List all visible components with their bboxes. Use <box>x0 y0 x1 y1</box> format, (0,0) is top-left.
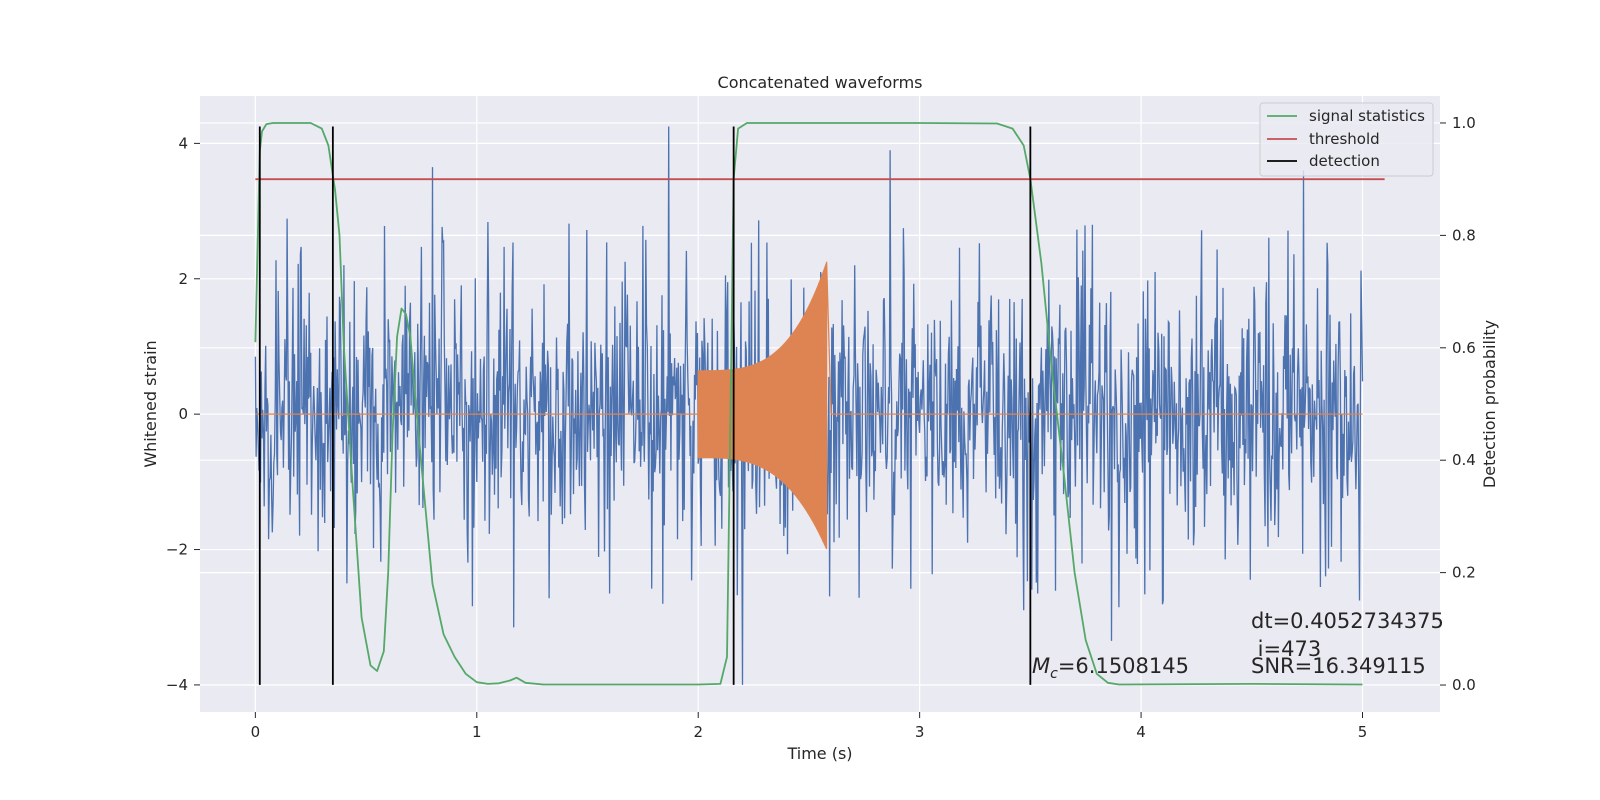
x-tick-label: 1 <box>472 723 482 741</box>
legend-label-threshold: threshold <box>1309 130 1380 148</box>
y-right-tick-label: 0.6 <box>1452 339 1476 357</box>
y-right-tick-label: 0.2 <box>1452 564 1476 582</box>
y-axis-right: 0.0 0.2 0.4 0.6 0.8 1.0 <box>1440 114 1476 694</box>
y-axis-label: Whitened strain <box>141 340 160 467</box>
annotations: dt=0.4052734375 i=473 Mc=6.1508145 SNR=1… <box>1032 609 1444 682</box>
x-tick-label: 3 <box>915 723 925 741</box>
y-tick-label: 2 <box>178 270 188 288</box>
chart-title: Concatenated waveforms <box>718 73 923 92</box>
annotation-mc: Mc=6.1508145 <box>1032 654 1189 682</box>
y-right-tick-label: 0.0 <box>1452 676 1476 694</box>
chirp-series <box>255 261 1363 550</box>
legend-box <box>1259 102 1434 177</box>
annotation-mc-value: =6.1508145 <box>1058 654 1189 678</box>
legend-label-detection: detection <box>1309 152 1380 170</box>
x-tick-label: 4 <box>1136 723 1146 741</box>
y-axis-left: −4 −2 0 2 4 <box>166 134 200 694</box>
annotation-i: i=473 <box>1251 637 1321 661</box>
y-tick-label: 0 <box>178 405 188 423</box>
x-axis: 0 1 2 3 4 5 <box>251 712 1368 741</box>
y-axis-right-label: Detection probability <box>1480 320 1499 488</box>
legend-label-signal-statistics: signal statistics <box>1309 107 1425 125</box>
y-tick-label: −4 <box>166 676 188 694</box>
y-right-tick-label: 0.8 <box>1452 226 1476 244</box>
annotation-snr: SNR=16.349115 <box>1251 654 1426 678</box>
y-right-tick-label: 0.4 <box>1452 451 1476 469</box>
y-tick-label: 4 <box>178 134 188 152</box>
x-tick-label: 2 <box>693 723 703 741</box>
y-right-tick-label: 1.0 <box>1452 114 1476 132</box>
annotation-mc-symbol: M <box>1032 654 1050 678</box>
x-axis-label: Time (s) <box>786 744 852 763</box>
x-tick-label: 0 <box>251 723 261 741</box>
y-tick-label: −2 <box>166 541 188 559</box>
annotation-dt: dt=0.4052734375 <box>1251 609 1444 633</box>
series-layer <box>254 122 1385 686</box>
annotation-mc-subscript: c <box>1050 666 1058 682</box>
legend: signal statistics threshold detection <box>1259 102 1434 177</box>
x-tick-label: 5 <box>1358 723 1368 741</box>
